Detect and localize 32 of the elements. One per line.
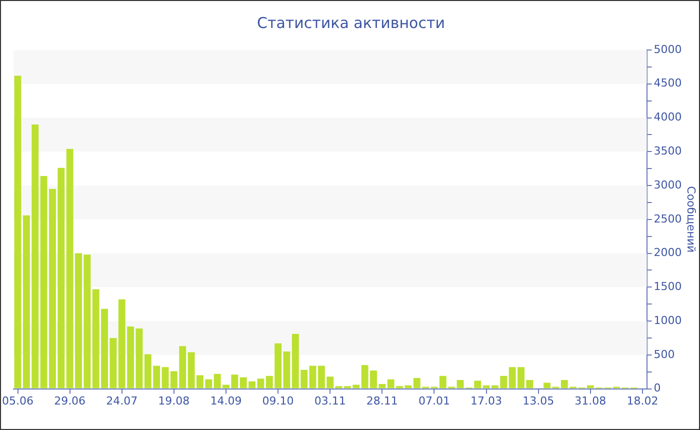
x-tick-label: 13.05	[522, 394, 554, 408]
bar	[136, 328, 143, 388]
x-tick-label: 17.03	[470, 394, 502, 408]
x-tick-label: 29.06	[54, 394, 86, 408]
x-tick-label: 03.11	[314, 394, 346, 408]
y-tick-label: 1000	[654, 314, 682, 327]
y-tick-label: 2000	[654, 246, 682, 260]
y-tick-label: 500	[654, 348, 675, 361]
x-tick-label: 09.10	[262, 394, 294, 408]
y-tick-label: 1500	[654, 280, 682, 294]
y-tick-label: 3000	[654, 178, 682, 192]
x-tick-label: 18.02	[626, 394, 658, 408]
y-tick-label: 5000	[654, 42, 682, 56]
x-tick-label: 19.08	[158, 394, 190, 408]
x-tick-label: 28.11	[366, 394, 398, 408]
bar	[162, 367, 169, 388]
y-axis-title: Сообщений	[684, 186, 698, 253]
bar	[309, 366, 316, 388]
y-tick-label: 3500	[654, 144, 682, 158]
bar	[283, 352, 290, 388]
x-tick-label: 14.09	[210, 394, 242, 408]
y-tick-label: 2500	[654, 212, 682, 226]
y-tick-label: 0	[654, 382, 661, 395]
x-tick-label: 07.01	[418, 394, 450, 408]
chart-title: Статистика активности	[257, 14, 445, 32]
x-tick-label: 31.08	[574, 394, 606, 408]
y-tick-label: 4500	[654, 76, 682, 90]
x-tick-label: 24.07	[106, 394, 138, 408]
bar	[14, 76, 22, 388]
y-tick-label: 4000	[654, 110, 682, 124]
x-tick-label: 05.06	[2, 394, 34, 408]
bar	[456, 380, 464, 388]
